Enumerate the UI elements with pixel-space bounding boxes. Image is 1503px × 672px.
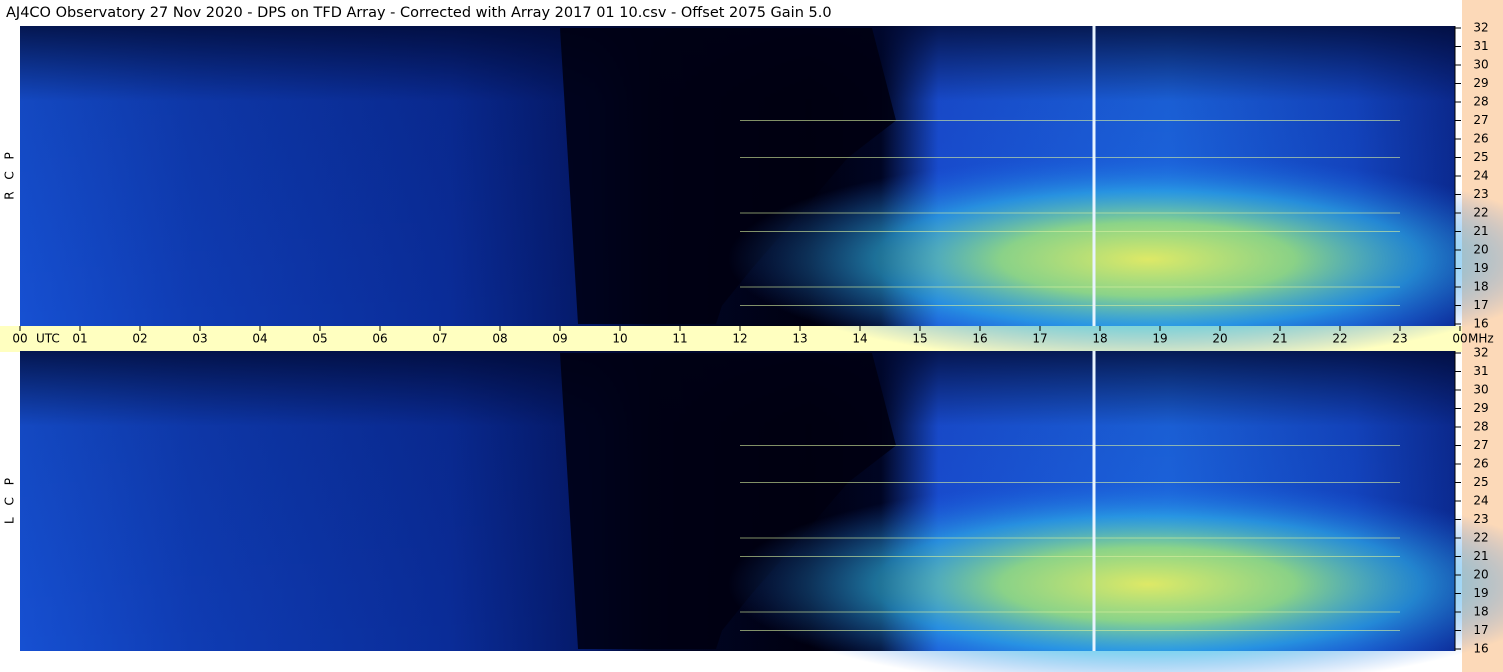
x-axis-label: UTC: [36, 332, 60, 346]
x-tick-label: 00: [12, 332, 27, 346]
x-tick-label: 23: [1392, 332, 1407, 346]
x-tick-label: 19: [1152, 332, 1167, 346]
x-tick-label: 13: [792, 332, 807, 346]
y-axis-label: MHz: [1468, 332, 1494, 346]
y-tick-label: 30: [1473, 58, 1488, 72]
y-tick-label: 26: [1473, 457, 1488, 471]
y-tick-label: 20: [1473, 243, 1488, 257]
y-tick-label: 24: [1473, 169, 1488, 183]
x-tick-label: 17: [1032, 332, 1047, 346]
y-tick-label: 26: [1473, 132, 1488, 146]
x-tick-label: 07: [432, 332, 447, 346]
x-tick-label: 15: [912, 332, 927, 346]
panel-label: L C P: [3, 474, 17, 524]
y-tick-label: 17: [1473, 623, 1488, 637]
y-tick-label: 22: [1473, 531, 1488, 545]
x-tick-label: 18: [1092, 332, 1107, 346]
x-tick-label: 03: [192, 332, 207, 346]
activity-glow: [728, 479, 1503, 672]
chart-title: AJ4CO Observatory 27 Nov 2020 - DPS on T…: [6, 5, 832, 21]
x-tick-label: 10: [612, 332, 627, 346]
x-tick-label: 16: [972, 332, 987, 346]
y-tick-label: 28: [1473, 95, 1488, 109]
x-tick-label: 02: [132, 332, 147, 346]
y-tick-label: 31: [1473, 39, 1488, 53]
y-tick-label: 25: [1473, 150, 1488, 164]
activity-glow: [728, 154, 1503, 365]
x-tick-label: 22: [1332, 332, 1347, 346]
y-tick-label: 16: [1473, 317, 1488, 331]
y-tick-label: 23: [1473, 187, 1488, 201]
y-tick-label: 19: [1473, 261, 1488, 275]
x-tick-label: 14: [852, 332, 867, 346]
y-tick-label: 29: [1473, 401, 1488, 415]
x-tick-label: 08: [492, 332, 507, 346]
y-tick-label: 20: [1473, 568, 1488, 582]
x-tick-label: 20: [1212, 332, 1227, 346]
y-tick-label: 19: [1473, 586, 1488, 600]
x-tick-label: 06: [372, 332, 387, 346]
x-tick-label: 12: [732, 332, 747, 346]
y-tick-label: 16: [1473, 642, 1488, 656]
y-tick-label: 27: [1473, 113, 1488, 127]
y-tick-label: 23: [1473, 512, 1488, 526]
spectrogram: [20, 26, 1503, 365]
x-tick-label: 05: [312, 332, 327, 346]
y-tick-label: 30: [1473, 383, 1488, 397]
y-tick-label: 28: [1473, 420, 1488, 434]
y-tick-label: 21: [1473, 549, 1488, 563]
x-tick-label: 00: [1452, 332, 1467, 346]
x-tick-label: 01: [72, 332, 87, 346]
y-tick-label: 25: [1473, 475, 1488, 489]
x-tick-label: 11: [672, 332, 687, 346]
y-tick-label: 32: [1473, 21, 1488, 35]
y-tick-label: 31: [1473, 364, 1488, 378]
y-tick-label: 18: [1473, 605, 1488, 619]
y-tick-label: 27: [1473, 438, 1488, 452]
y-tick-label: 29: [1473, 76, 1488, 90]
y-tick-label: 18: [1473, 280, 1488, 294]
night-region: [560, 28, 896, 324]
night-region: [560, 353, 896, 649]
y-tick-label: 24: [1473, 494, 1488, 508]
y-tick-label: 22: [1473, 206, 1488, 220]
y-tick-label: 21: [1473, 224, 1488, 238]
x-tick-label: 21: [1272, 332, 1287, 346]
spectrogram: [20, 351, 1503, 672]
x-tick-label: 04: [252, 332, 267, 346]
y-tick-label: 32: [1473, 346, 1488, 360]
y-tick-label: 17: [1473, 298, 1488, 312]
x-tick-label: 09: [552, 332, 567, 346]
panel-label: R C P: [3, 148, 17, 200]
